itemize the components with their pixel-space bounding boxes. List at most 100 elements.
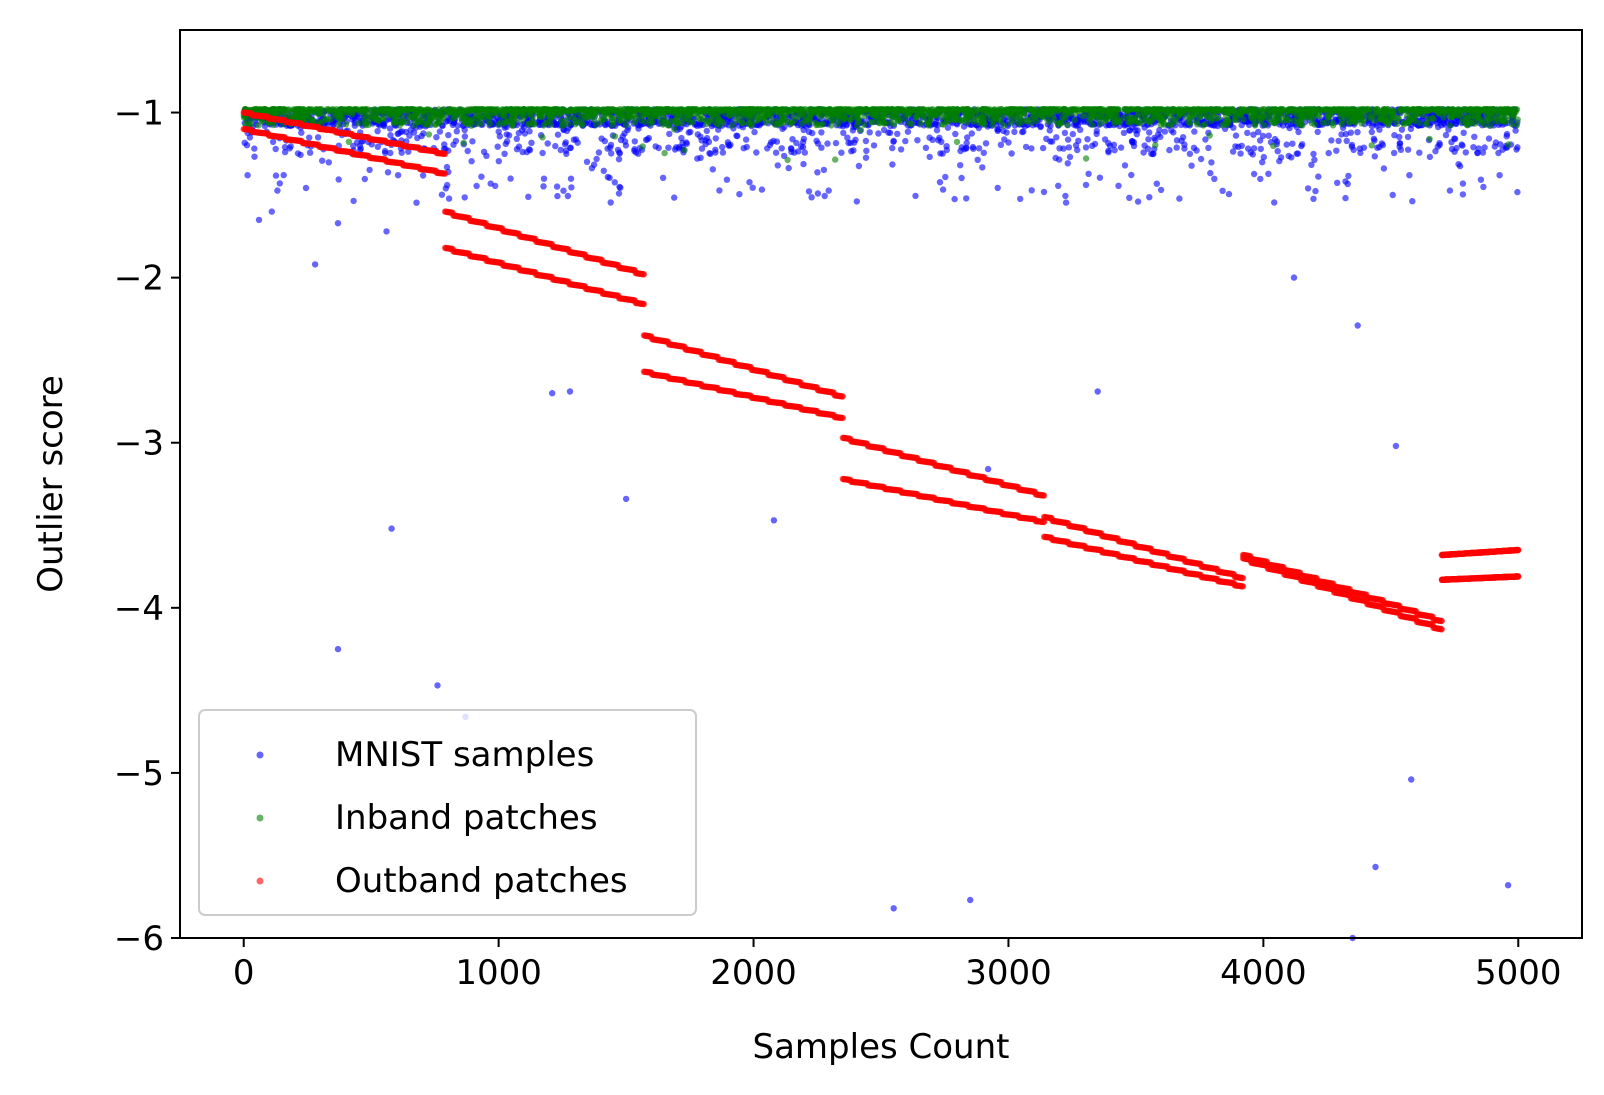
mnist-point (709, 166, 716, 173)
inband-point (358, 107, 365, 114)
mnist-point (1128, 171, 1135, 179)
mnist-point (607, 199, 614, 206)
mnist-point (1250, 170, 1258, 178)
inband-point (1172, 116, 1179, 123)
mnist-point (325, 159, 332, 166)
inband-point (460, 115, 467, 122)
mnist-point (1064, 136, 1072, 143)
mnist-point (1448, 139, 1455, 146)
mnist-point (1091, 140, 1099, 148)
mnist-point (495, 128, 502, 135)
inband-point (1399, 107, 1406, 114)
mnist-point (825, 187, 832, 194)
mnist-point (1312, 187, 1319, 195)
mnist-point (444, 181, 451, 189)
mnist-point (929, 136, 936, 143)
mnist-point (736, 191, 743, 198)
inband-point (1182, 106, 1189, 113)
mnist-point (1314, 128, 1321, 136)
mnist-point (970, 145, 977, 152)
mnist-point (914, 137, 921, 144)
mnist-point (886, 129, 894, 137)
mnist-point (671, 194, 678, 201)
mnist-point (1144, 145, 1152, 152)
mnist-point (1376, 143, 1383, 151)
mnist-point (1398, 126, 1406, 133)
inband-point (855, 106, 863, 113)
mnist-point (272, 145, 279, 153)
inband-point (890, 121, 898, 128)
mnist-point (855, 162, 863, 170)
mnist-point (244, 172, 251, 179)
mnist-point (540, 183, 547, 190)
mnist-point (1343, 137, 1350, 145)
mnist-point (840, 129, 847, 137)
inband-point (963, 119, 971, 126)
mnist-point (1315, 173, 1322, 180)
inband-point (622, 121, 630, 129)
inband-point (697, 108, 704, 115)
inband-point (525, 120, 532, 127)
mnist-point (1496, 172, 1503, 179)
inband-point (1471, 120, 1478, 127)
mnist-point (1396, 140, 1404, 147)
mnist-point (246, 134, 254, 141)
mnist-point (1181, 145, 1188, 152)
inband-point (421, 107, 428, 114)
mnist-point (659, 174, 667, 181)
mnist-point (480, 148, 488, 155)
mnist-point (1048, 138, 1056, 145)
mnist-point (557, 146, 564, 154)
mnist-point (1237, 150, 1244, 157)
mnist-point (1459, 180, 1467, 187)
mnist-point (1191, 128, 1198, 135)
inband-point (917, 120, 924, 127)
inband-point (313, 106, 321, 113)
inband-point (339, 115, 347, 123)
mnist-point (1230, 124, 1237, 131)
mnist-point (1082, 181, 1090, 189)
mnist-point (1265, 132, 1272, 139)
mnist-point (938, 138, 945, 145)
mnist-point (1446, 187, 1454, 194)
mnist-point (314, 134, 322, 141)
mnist-point (1250, 131, 1257, 138)
inband-point (882, 119, 889, 127)
mnist-point (800, 126, 807, 134)
mnist-point (838, 149, 845, 156)
mnist-point (464, 147, 471, 155)
mnist-point (809, 129, 816, 137)
mnist-point (617, 136, 625, 144)
inband-point (835, 116, 842, 123)
mnist-point (1459, 142, 1466, 149)
mnist-point (1001, 136, 1008, 143)
mnist-point (1065, 144, 1073, 151)
mnist-point (801, 149, 808, 156)
inband-point (572, 116, 579, 124)
inband-point (1455, 112, 1462, 119)
mnist-point (1060, 145, 1067, 152)
mnist-point (1342, 194, 1349, 202)
mnist-point (1061, 129, 1069, 137)
inband-point (908, 120, 915, 127)
inband-point (829, 116, 836, 123)
mnist-point (1277, 154, 1285, 161)
inband-point (1384, 120, 1391, 127)
inband-point (1029, 109, 1037, 117)
mnist-point (655, 144, 662, 152)
mnist-point (1069, 130, 1077, 138)
mnist-point (438, 191, 446, 198)
mnist-point (975, 145, 983, 152)
mnist-point (1232, 132, 1240, 139)
mnist-point (951, 195, 958, 203)
inband-point (1308, 119, 1315, 127)
mnist-point (1082, 144, 1090, 151)
mnist-point (1037, 123, 1044, 130)
mnist-point (523, 148, 530, 156)
mnist-point (787, 145, 795, 152)
inband-point (845, 106, 852, 113)
mnist-point (994, 184, 1001, 192)
mnist-point (1197, 155, 1205, 163)
mnist-point (666, 130, 673, 138)
